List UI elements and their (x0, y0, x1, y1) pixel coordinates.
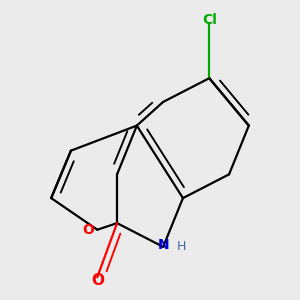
Text: O: O (83, 223, 94, 237)
Text: H: H (177, 240, 187, 253)
Text: N: N (158, 238, 169, 252)
Text: Cl: Cl (202, 13, 217, 26)
Text: O: O (91, 273, 104, 288)
